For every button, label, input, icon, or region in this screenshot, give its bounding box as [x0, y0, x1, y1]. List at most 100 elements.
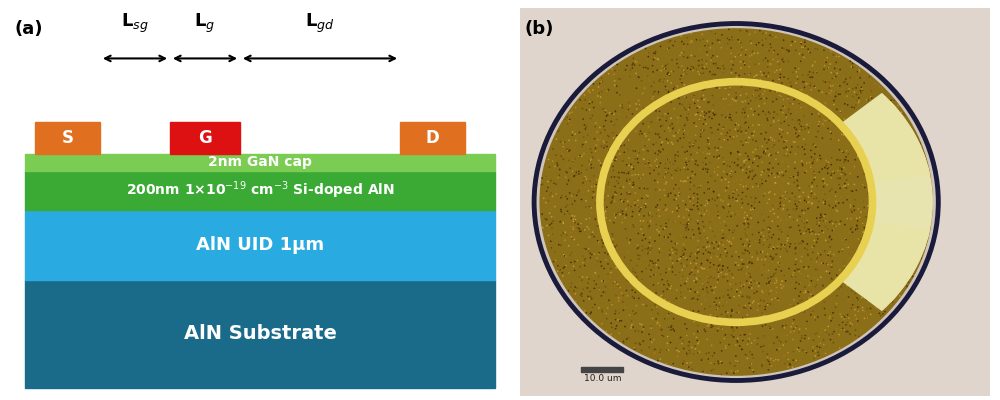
Point	[750, 254, 766, 260]
Point	[746, 280, 762, 286]
Point	[631, 102, 647, 108]
Point	[640, 245, 656, 251]
Point	[754, 162, 770, 168]
Point	[735, 283, 751, 290]
Point	[717, 248, 733, 254]
Point	[635, 301, 651, 308]
Point	[575, 286, 591, 292]
Point	[900, 149, 916, 155]
Point	[712, 240, 728, 246]
Point	[751, 153, 767, 160]
Point	[602, 217, 618, 224]
Point	[669, 56, 685, 62]
Point	[715, 172, 731, 179]
Point	[670, 129, 686, 136]
Point	[631, 212, 647, 218]
Point	[671, 193, 687, 199]
Point	[742, 258, 758, 265]
Point	[683, 66, 699, 73]
Point	[640, 193, 656, 200]
Point	[707, 238, 723, 244]
Point	[806, 123, 822, 129]
Point	[906, 147, 922, 153]
Point	[780, 232, 796, 239]
Point	[801, 223, 817, 229]
Point	[844, 104, 860, 110]
Point	[800, 252, 816, 258]
Point	[894, 243, 910, 250]
Point	[801, 296, 817, 303]
Point	[661, 298, 677, 305]
Point	[728, 249, 744, 255]
Point	[791, 194, 807, 200]
Point	[569, 285, 585, 292]
Point	[807, 229, 823, 235]
Point	[751, 229, 767, 236]
Point	[764, 238, 780, 245]
Point	[761, 138, 777, 144]
Point	[601, 238, 617, 245]
Point	[758, 120, 774, 127]
Point	[676, 138, 692, 145]
Point	[620, 334, 636, 341]
Point	[664, 172, 680, 178]
Point	[616, 184, 632, 190]
Point	[771, 174, 787, 180]
Point	[660, 191, 676, 197]
Point	[832, 311, 848, 317]
Point	[571, 153, 587, 160]
Point	[730, 204, 746, 210]
Point	[632, 185, 648, 191]
Point	[591, 285, 607, 291]
Point	[905, 212, 921, 218]
Point	[863, 197, 879, 204]
Point	[773, 183, 789, 189]
Point	[790, 213, 806, 220]
Point	[682, 165, 698, 171]
Point	[770, 171, 786, 178]
Point	[737, 235, 753, 241]
Point	[741, 274, 757, 280]
Point	[718, 188, 734, 194]
Point	[827, 252, 843, 258]
Point	[825, 148, 841, 155]
Point	[657, 202, 673, 208]
Point	[694, 65, 710, 72]
Point	[625, 180, 641, 186]
Point	[815, 78, 831, 84]
Point	[657, 316, 673, 322]
Point	[860, 97, 876, 103]
Point	[805, 214, 821, 220]
Point	[705, 107, 721, 114]
Point	[827, 65, 843, 72]
Point	[877, 94, 893, 100]
Point	[684, 156, 700, 163]
Point	[660, 340, 676, 346]
Point	[637, 141, 653, 148]
Point	[813, 168, 829, 174]
Point	[816, 299, 832, 305]
Point	[789, 205, 805, 212]
Point	[803, 312, 819, 318]
Point	[586, 234, 602, 240]
Point	[681, 219, 697, 225]
Point	[561, 288, 577, 294]
Point	[625, 222, 641, 228]
Point	[662, 240, 678, 246]
Point	[647, 55, 663, 61]
Point	[832, 345, 848, 351]
Point	[558, 168, 574, 175]
Point	[686, 257, 702, 264]
Point	[771, 202, 787, 208]
Point	[791, 290, 807, 296]
Point	[660, 170, 676, 176]
Point	[605, 167, 621, 174]
Point	[775, 206, 791, 213]
Point	[764, 242, 780, 249]
Point	[680, 286, 696, 292]
Point	[668, 130, 684, 136]
Point	[749, 341, 765, 347]
Point	[537, 216, 553, 222]
Point	[665, 208, 681, 215]
Point	[850, 216, 866, 222]
